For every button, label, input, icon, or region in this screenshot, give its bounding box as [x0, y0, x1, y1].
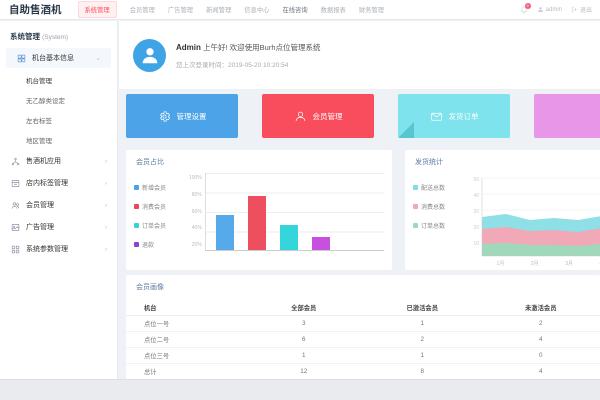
svg-text:20: 20: [473, 225, 479, 231]
svg-text:40: 40: [473, 193, 479, 199]
svg-text:10: 10: [473, 241, 479, 247]
svg-text:30: 30: [473, 209, 479, 215]
svg-text:50: 50: [473, 177, 479, 183]
